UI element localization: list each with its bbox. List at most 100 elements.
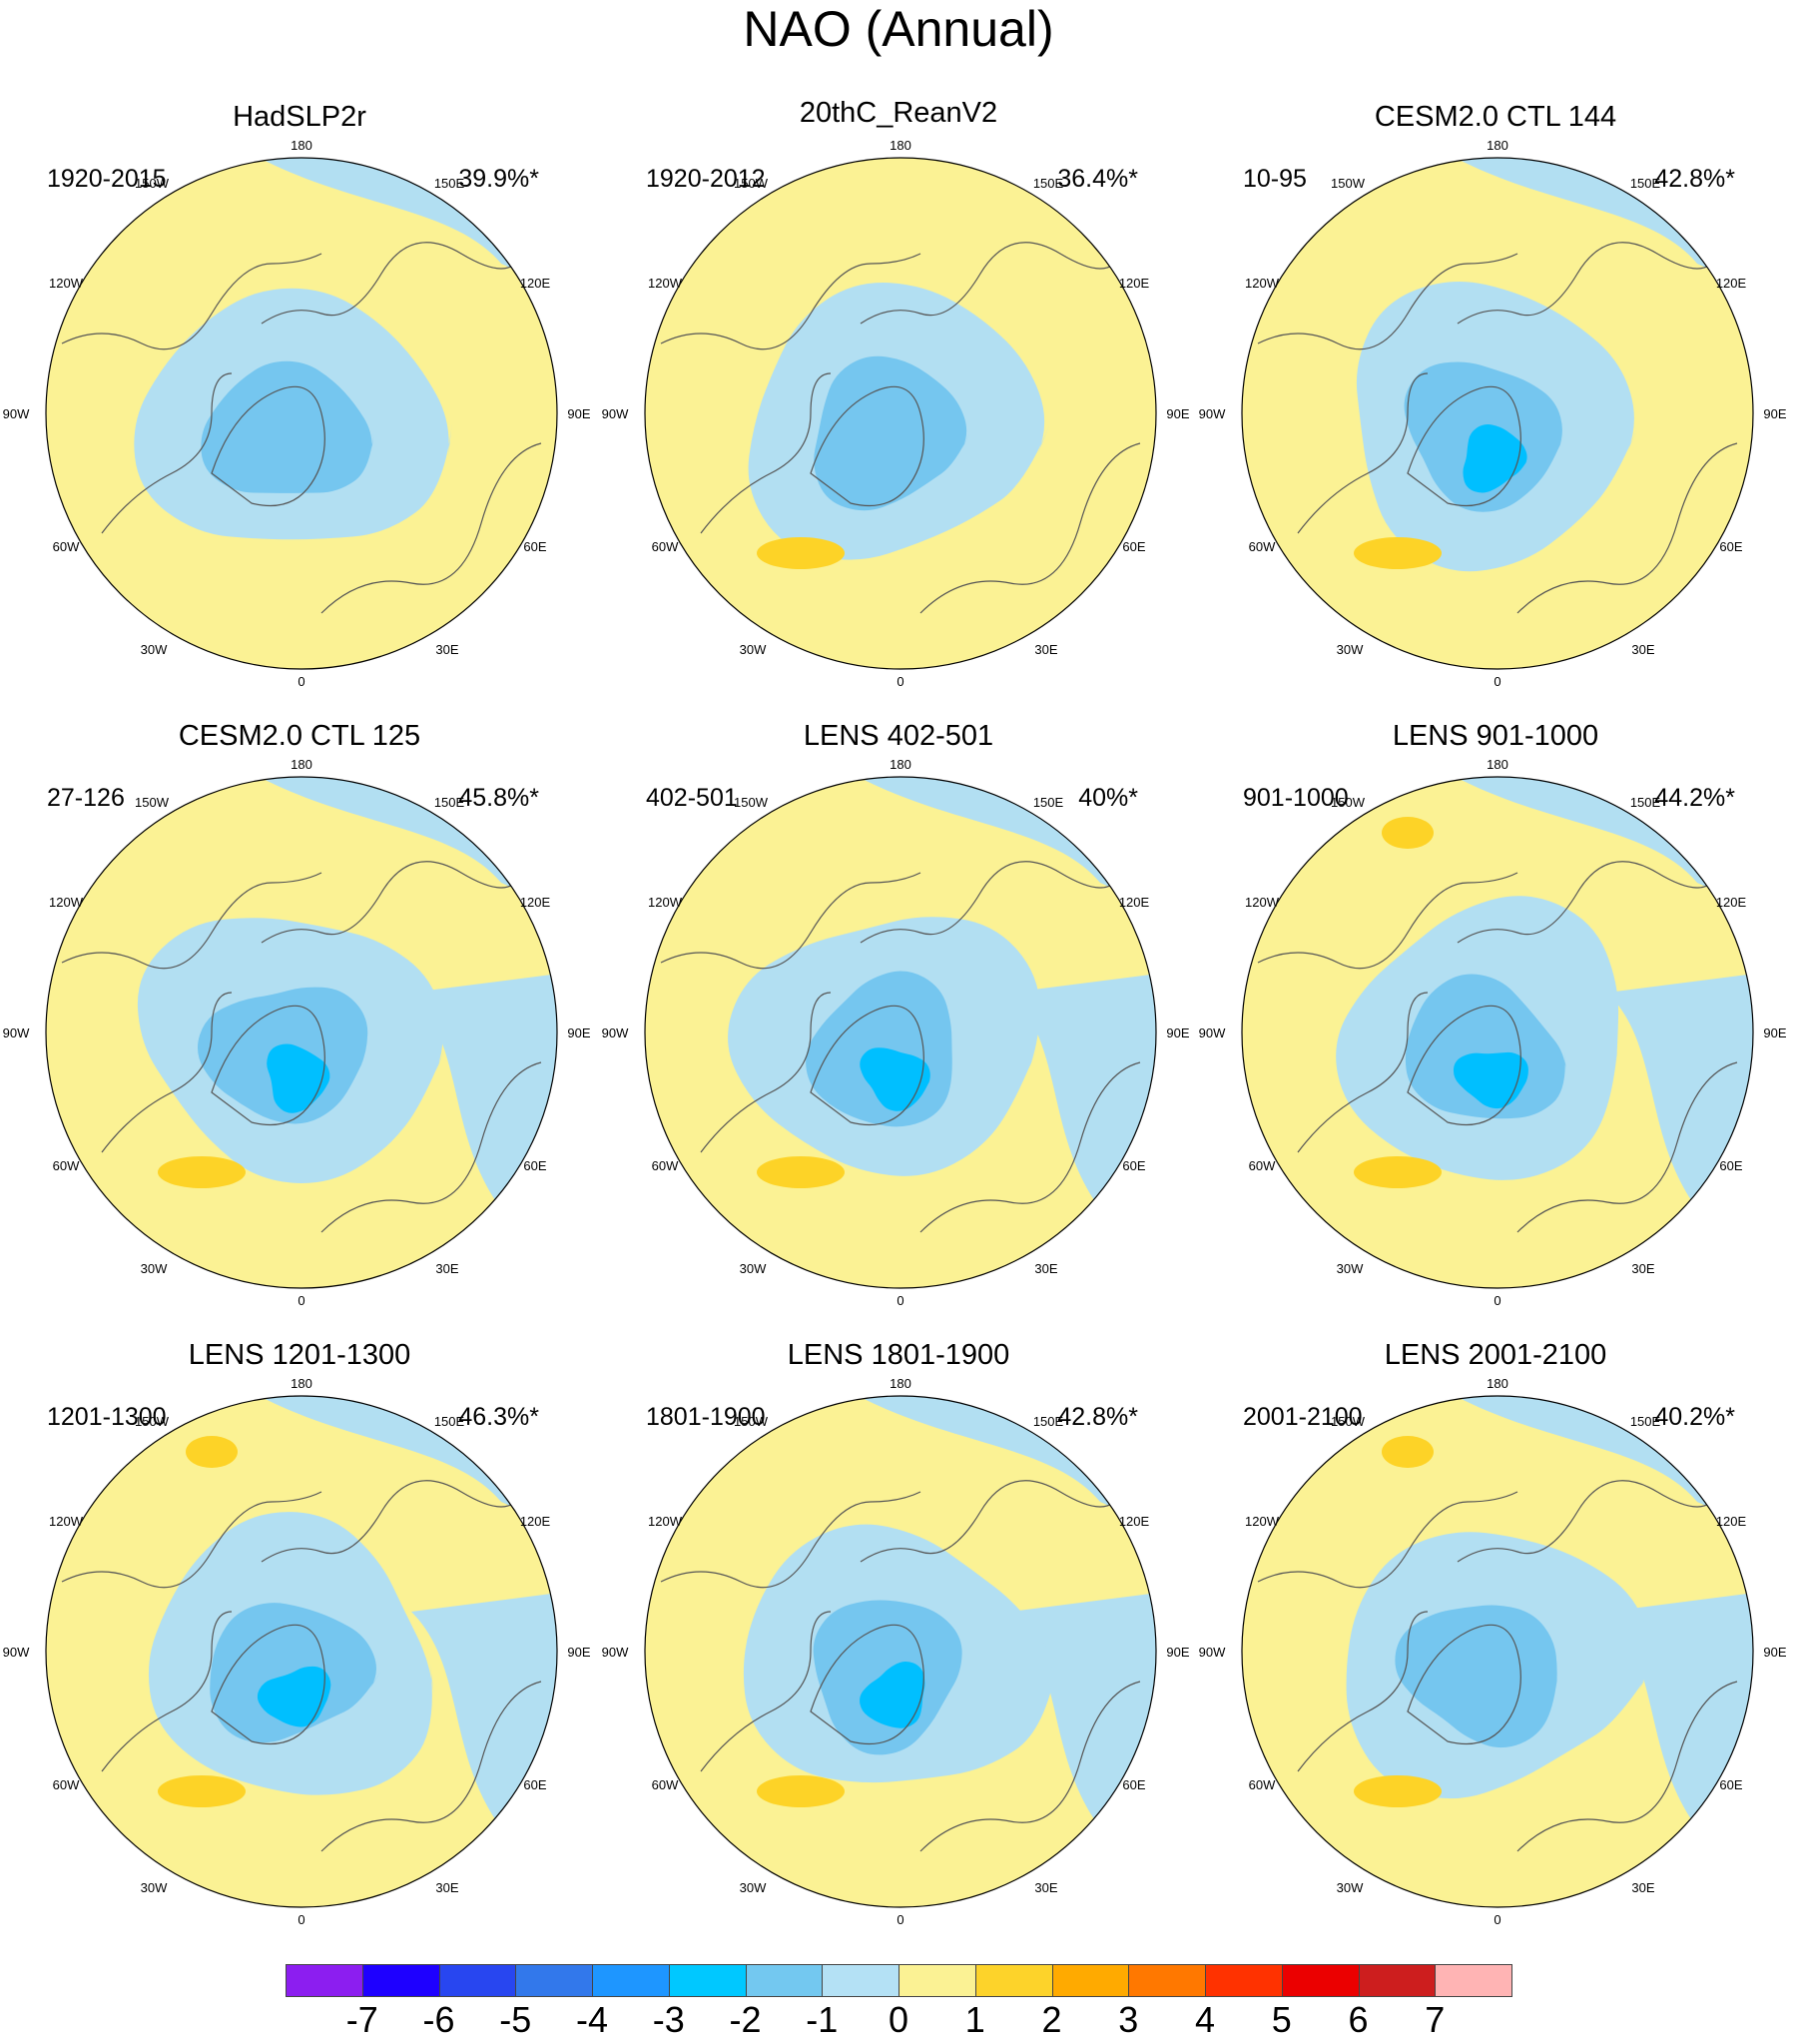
- longitude-label: 60W: [1249, 1158, 1276, 1173]
- coastline: [1457, 861, 1718, 944]
- longitude-label: 90W: [602, 1025, 629, 1040]
- coastline: [1257, 872, 1518, 970]
- longitude-label: 30W: [1337, 642, 1364, 657]
- colorbar-tick-label: -3: [652, 1999, 685, 2040]
- longitude-label: 30E: [435, 1880, 458, 1895]
- map-panel: 180 0 90W 90E 150W 150E 120W 120E 60W 60E 30W 30E CE…: [0, 715, 599, 1334]
- polar-map: 180 0 90W 90E 150W 150E 120W 120E 60W 60E 30W 30E: [3, 138, 591, 689]
- panel-title: 20thC_ReanV2: [799, 97, 998, 129]
- panel-period: 27-126: [47, 784, 125, 812]
- arctic-negative-core: [814, 355, 970, 511]
- explained-variance: 40.2%*: [1654, 1403, 1735, 1431]
- longitude-label: 30W: [740, 1261, 767, 1276]
- longitude-label: 120E: [1716, 1514, 1747, 1529]
- coastline: [261, 242, 522, 325]
- explained-variance: 42.8%*: [1057, 1403, 1138, 1431]
- coastline: [1457, 242, 1718, 325]
- arctic-negative-center: [257, 1666, 331, 1727]
- longitude-label: 90E: [567, 406, 590, 421]
- coastline: [1257, 1491, 1518, 1589]
- coastline: [660, 1491, 921, 1589]
- longitude-label: 30E: [1631, 1880, 1654, 1895]
- longitude-label: 60E: [523, 539, 546, 554]
- colorbar-tick-label: 0: [888, 1999, 909, 2040]
- explained-variance: 40%*: [1078, 784, 1138, 812]
- longitude-label: 120W: [1245, 1514, 1280, 1529]
- longitude-label: 180: [1487, 757, 1508, 772]
- longitude-label: 150E: [1630, 1414, 1661, 1429]
- map-field: [46, 158, 557, 669]
- longitude-label: 150W: [135, 176, 170, 191]
- longitude-label: 150W: [1331, 176, 1366, 191]
- coastline: [1457, 1480, 1718, 1563]
- map-field: [1242, 158, 1753, 669]
- arctic-negative-core: [1395, 1605, 1558, 1748]
- coastline: [810, 385, 924, 507]
- coastline: [1407, 1005, 1521, 1126]
- colorbar-tick-label: -2: [729, 1999, 762, 2040]
- coastline: [320, 1681, 542, 1852]
- longitude-label: 0: [1494, 1293, 1500, 1308]
- coastline: [660, 872, 921, 970]
- longitude-label: 90W: [602, 1645, 629, 1660]
- longitude-label: 90W: [602, 406, 629, 421]
- longitude-label: 30W: [740, 642, 767, 657]
- colorbar-box: [1205, 1964, 1283, 1997]
- coastline: [919, 442, 1141, 614]
- explained-variance: 44.2%*: [1654, 784, 1735, 812]
- longitude-label: 60W: [1249, 539, 1276, 554]
- map-panel: 180 0 90W 90E 150W 150E 120W 120E 60W 60E 30W 30E 20…: [599, 96, 1198, 715]
- coastline: [211, 1005, 325, 1126]
- arctic-negative-center: [1453, 1051, 1529, 1109]
- colorbar-box: [286, 1964, 363, 1997]
- longitude-label: 150W: [1331, 795, 1366, 810]
- longitude-label: 30E: [435, 642, 458, 657]
- coastline: [660, 253, 921, 350]
- coastline: [1516, 1681, 1738, 1852]
- colorbar-tick-label: 3: [1118, 1999, 1139, 2040]
- coastline: [101, 372, 233, 534]
- longitude-label: 90E: [1763, 1645, 1786, 1660]
- longitude-label: 150E: [1630, 176, 1661, 191]
- coastline: [700, 372, 832, 534]
- coastline: [700, 992, 832, 1153]
- longitude-label: 60E: [1719, 1777, 1742, 1792]
- longitude-label: 30W: [141, 642, 168, 657]
- map-panel: 180 0 90W 90E 150W 150E 120W 120E 60W 60E 30W 30E LE…: [599, 1334, 1198, 1953]
- longitude-label: 180: [890, 138, 911, 153]
- longitude-label: 150E: [434, 1414, 465, 1429]
- longitude-label: 30E: [1034, 1261, 1057, 1276]
- coastline: [860, 242, 1121, 325]
- map-panel: 180 0 90W 90E 150W 150E 120W 120E 60W 60E 30W 30E LE…: [1196, 715, 1795, 1334]
- arctic-negative-center: [860, 1661, 925, 1728]
- map-panel: 180 0 90W 90E 150W 150E 120W 120E 60W 60E 30W 30E Ha…: [0, 96, 599, 715]
- longitude-label: 120W: [49, 276, 84, 291]
- longitude-label: 120E: [1119, 895, 1150, 910]
- coastline: [919, 1061, 1141, 1233]
- panel-title: CESM2.0 CTL 125: [178, 720, 421, 752]
- coastline: [1297, 992, 1429, 1153]
- map-boundary: [45, 776, 558, 1289]
- longitude-label: 180: [1487, 1376, 1508, 1391]
- longitude-label: 0: [298, 674, 304, 689]
- colorbar-tick-label: -4: [575, 1999, 608, 2040]
- longitude-label: 180: [890, 1376, 911, 1391]
- longitude-label: 60E: [1719, 539, 1742, 554]
- longitude-label: 60W: [1249, 1777, 1276, 1792]
- longitude-label: 180: [1487, 138, 1508, 153]
- coastline: [1407, 1624, 1521, 1745]
- longitude-label: 60E: [1122, 1158, 1145, 1173]
- longitude-label: 180: [291, 757, 312, 772]
- longitude-label: 120E: [520, 895, 551, 910]
- longitude-label: 120E: [1716, 276, 1747, 291]
- map-boundary: [644, 776, 1157, 1289]
- panel-title: LENS 402-501: [803, 720, 994, 752]
- colorbar-box: [361, 1964, 440, 1997]
- longitude-label: 90E: [567, 1025, 590, 1040]
- longitude-label: 30E: [435, 1261, 458, 1276]
- map-boundary: [1241, 1395, 1754, 1908]
- colorbar-box: [898, 1964, 976, 1997]
- longitude-label: 90E: [1166, 1025, 1189, 1040]
- panel-title: HadSLP2r: [233, 101, 366, 133]
- coastline: [810, 1005, 924, 1126]
